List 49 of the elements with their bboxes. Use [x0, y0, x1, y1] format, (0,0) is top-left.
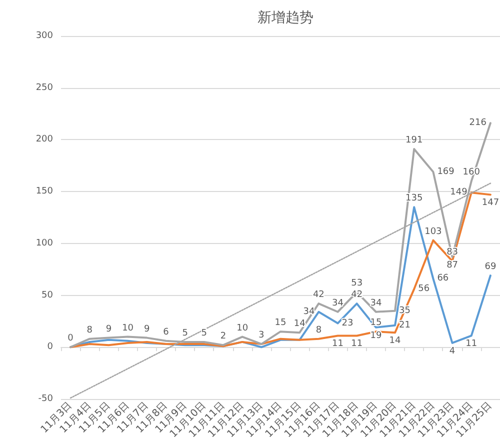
y-tick-label: 0: [47, 342, 54, 352]
data-label: 10: [236, 323, 248, 334]
data-label: 42: [312, 290, 324, 300]
chart-title: 新增趋势: [258, 10, 314, 26]
y-tick-label: -50: [38, 394, 54, 404]
data-label: 216: [469, 118, 487, 128]
data-label: 15: [274, 318, 286, 328]
data-label: 19: [370, 330, 382, 341]
data-label: 147: [482, 198, 500, 208]
data-label: 5: [201, 328, 208, 338]
data-label: 8: [86, 325, 93, 336]
data-label: 9: [106, 324, 112, 334]
data-label: 4: [449, 346, 456, 356]
data-label: 160: [462, 168, 480, 178]
data-label: 0: [68, 334, 74, 344]
data-label: 14: [389, 336, 402, 346]
data-label: 11: [332, 339, 344, 350]
data-label: 10: [122, 323, 134, 334]
data-label: 21: [399, 320, 410, 330]
data-label: 11: [351, 339, 363, 350]
data-label: 87: [446, 260, 458, 270]
data-label: 53: [351, 278, 363, 289]
data-label: 66: [437, 274, 449, 284]
data-label: 34: [370, 298, 382, 308]
y-tick-label: 100: [36, 238, 54, 248]
data-label: 6: [163, 327, 170, 338]
y-tick-label: 250: [36, 82, 54, 93]
data-label: 103: [424, 226, 442, 237]
data-label: 34: [332, 298, 344, 308]
data-label: 11: [466, 339, 478, 350]
data-label: 3: [258, 330, 264, 341]
data-label: 2: [220, 332, 226, 342]
data-label: 149: [450, 188, 468, 198]
y-tick-label: 50: [42, 290, 54, 300]
data-label: 34: [303, 306, 315, 317]
data-label: 42: [351, 290, 363, 300]
data-label: 69: [484, 262, 496, 272]
data-label: 8: [316, 325, 322, 336]
data-label: 14: [294, 319, 306, 330]
data-label: 169: [437, 166, 455, 177]
data-label: 135: [406, 194, 423, 204]
data-label: 191: [406, 136, 423, 146]
y-tick-label: 150: [36, 186, 54, 197]
data-label: 5: [182, 328, 188, 338]
data-label: 9: [144, 324, 150, 334]
data-label: 56: [418, 284, 430, 294]
y-tick-label: 300: [36, 31, 54, 41]
y-tick-label: 200: [36, 134, 54, 145]
data-label: 23: [342, 318, 354, 328]
